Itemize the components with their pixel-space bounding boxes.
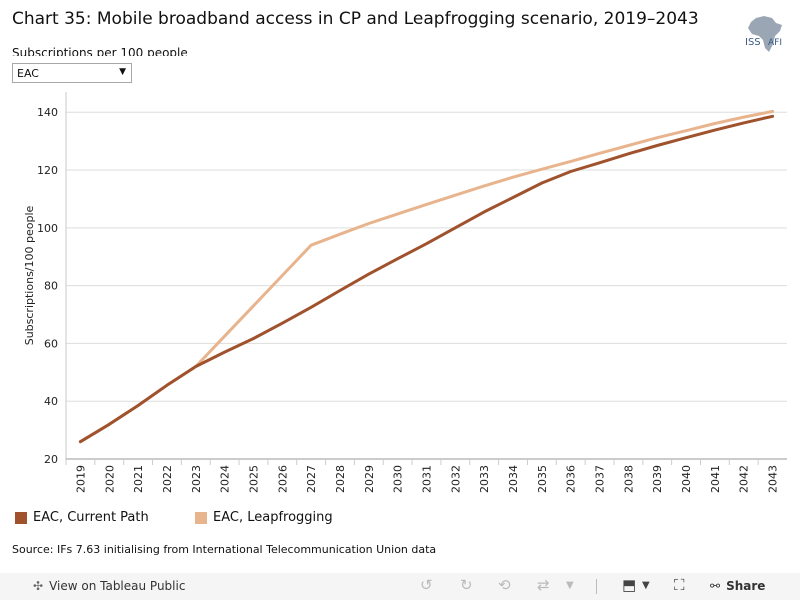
legend-swatch-leapfrogging [195, 511, 207, 524]
y-tick-label: 40 [44, 395, 58, 408]
x-tick-label: 2035 [536, 465, 549, 493]
x-tick-label: 2028 [334, 465, 347, 493]
x-tick-label: 2026 [276, 465, 289, 493]
legend-label-current-path: EAC, Current Path [33, 510, 149, 525]
iss-afi-logo: ISS AFI [742, 14, 792, 54]
logo-text-2: AFI [768, 38, 782, 48]
undo-icon[interactable]: ↺ [420, 576, 433, 594]
x-tick-label: 2039 [651, 465, 664, 493]
share-button[interactable]: ⚯ Share [710, 579, 765, 593]
y-tick-label: 120 [37, 164, 58, 177]
x-tick-label: 2042 [738, 465, 751, 493]
share-label: Share [726, 579, 766, 593]
x-tick-label: 2027 [305, 465, 318, 493]
tableau-toolbar: ✣ View on Tableau Public ↺ ↻ ⟲ ⇄ ▼ ⬒ ▼ ⛶… [0, 573, 800, 600]
x-tick-label: 2043 [767, 465, 780, 493]
x-tick-label: 2040 [680, 465, 693, 493]
y-tick-label: 100 [37, 222, 58, 235]
y-tick-label: 20 [44, 453, 58, 466]
redo-icon[interactable]: ↻ [460, 576, 473, 594]
legend-item-current-path[interactable]: EAC, Current Path [15, 510, 149, 525]
chart-subtitle: Subscriptions per 100 people [12, 47, 188, 56]
x-tick-label: 2033 [478, 465, 491, 493]
source-note: Source: IFs 7.63 initialising from Inter… [12, 543, 437, 556]
toolbar-divider [596, 579, 597, 594]
series-line-current-path [78, 114, 775, 444]
share-icon: ⚯ [710, 579, 721, 593]
x-tick-label: 2024 [219, 465, 232, 493]
x-tick-label: 2022 [161, 465, 174, 493]
legend-label-leapfrogging: EAC, Leapfrogging [213, 510, 333, 525]
y-tick-label: 80 [44, 280, 58, 293]
pause-chevron-icon[interactable]: ▼ [566, 580, 574, 591]
pause-updates-icon[interactable]: ⇄ [537, 576, 550, 594]
dropdown-arrow-icon: ▼ [119, 67, 126, 77]
x-tick-label: 2031 [421, 465, 434, 493]
chart-subtitle-wrap: Subscriptions per 100 people [12, 47, 312, 56]
region-filter-dropdown[interactable]: EAC ▼ [12, 63, 132, 83]
x-tick-label: 2032 [449, 465, 462, 493]
legend-item-leapfrogging[interactable]: EAC, Leapfrogging [195, 510, 333, 525]
logo-text: ISS [745, 37, 761, 48]
legend-swatch-current-path [15, 511, 27, 524]
revert-icon[interactable]: ⟲ [498, 576, 511, 594]
x-tick-label: 2029 [363, 465, 376, 493]
view-on-tableau-link[interactable]: ✣ View on Tableau Public [33, 579, 185, 593]
chart-title: Chart 35: Mobile broadband access in CP … [12, 9, 699, 29]
y-tick-label: 60 [44, 337, 58, 350]
region-filter-value: EAC [17, 66, 39, 80]
x-tick-label: 2030 [392, 465, 405, 493]
x-tick-label: 2021 [132, 465, 145, 493]
fullscreen-icon[interactable]: ⛶ [674, 576, 685, 594]
x-tick-label: 2041 [709, 465, 722, 493]
y-axis-label: Subscriptions/100 people [23, 205, 36, 345]
x-tick-label: 2034 [507, 465, 520, 493]
x-tick-label: 2037 [594, 465, 607, 493]
series-line-leapfrogging [78, 109, 775, 444]
tableau-logo-icon: ✣ [33, 579, 44, 593]
x-tick-label: 2020 [103, 465, 116, 493]
x-tick-label: 2038 [622, 465, 635, 493]
view-on-tableau-label: View on Tableau Public [49, 579, 186, 593]
download-icon[interactable]: ⬒ [622, 576, 637, 594]
x-tick-label: 2025 [247, 465, 260, 493]
africa-map-icon [748, 16, 782, 52]
x-tick-label: 2036 [565, 465, 578, 493]
x-tick-label: 2019 [74, 465, 87, 493]
y-tick-label: 140 [37, 106, 58, 119]
download-chevron-icon[interactable]: ▼ [642, 580, 650, 591]
x-tick-label: 2023 [190, 465, 203, 493]
